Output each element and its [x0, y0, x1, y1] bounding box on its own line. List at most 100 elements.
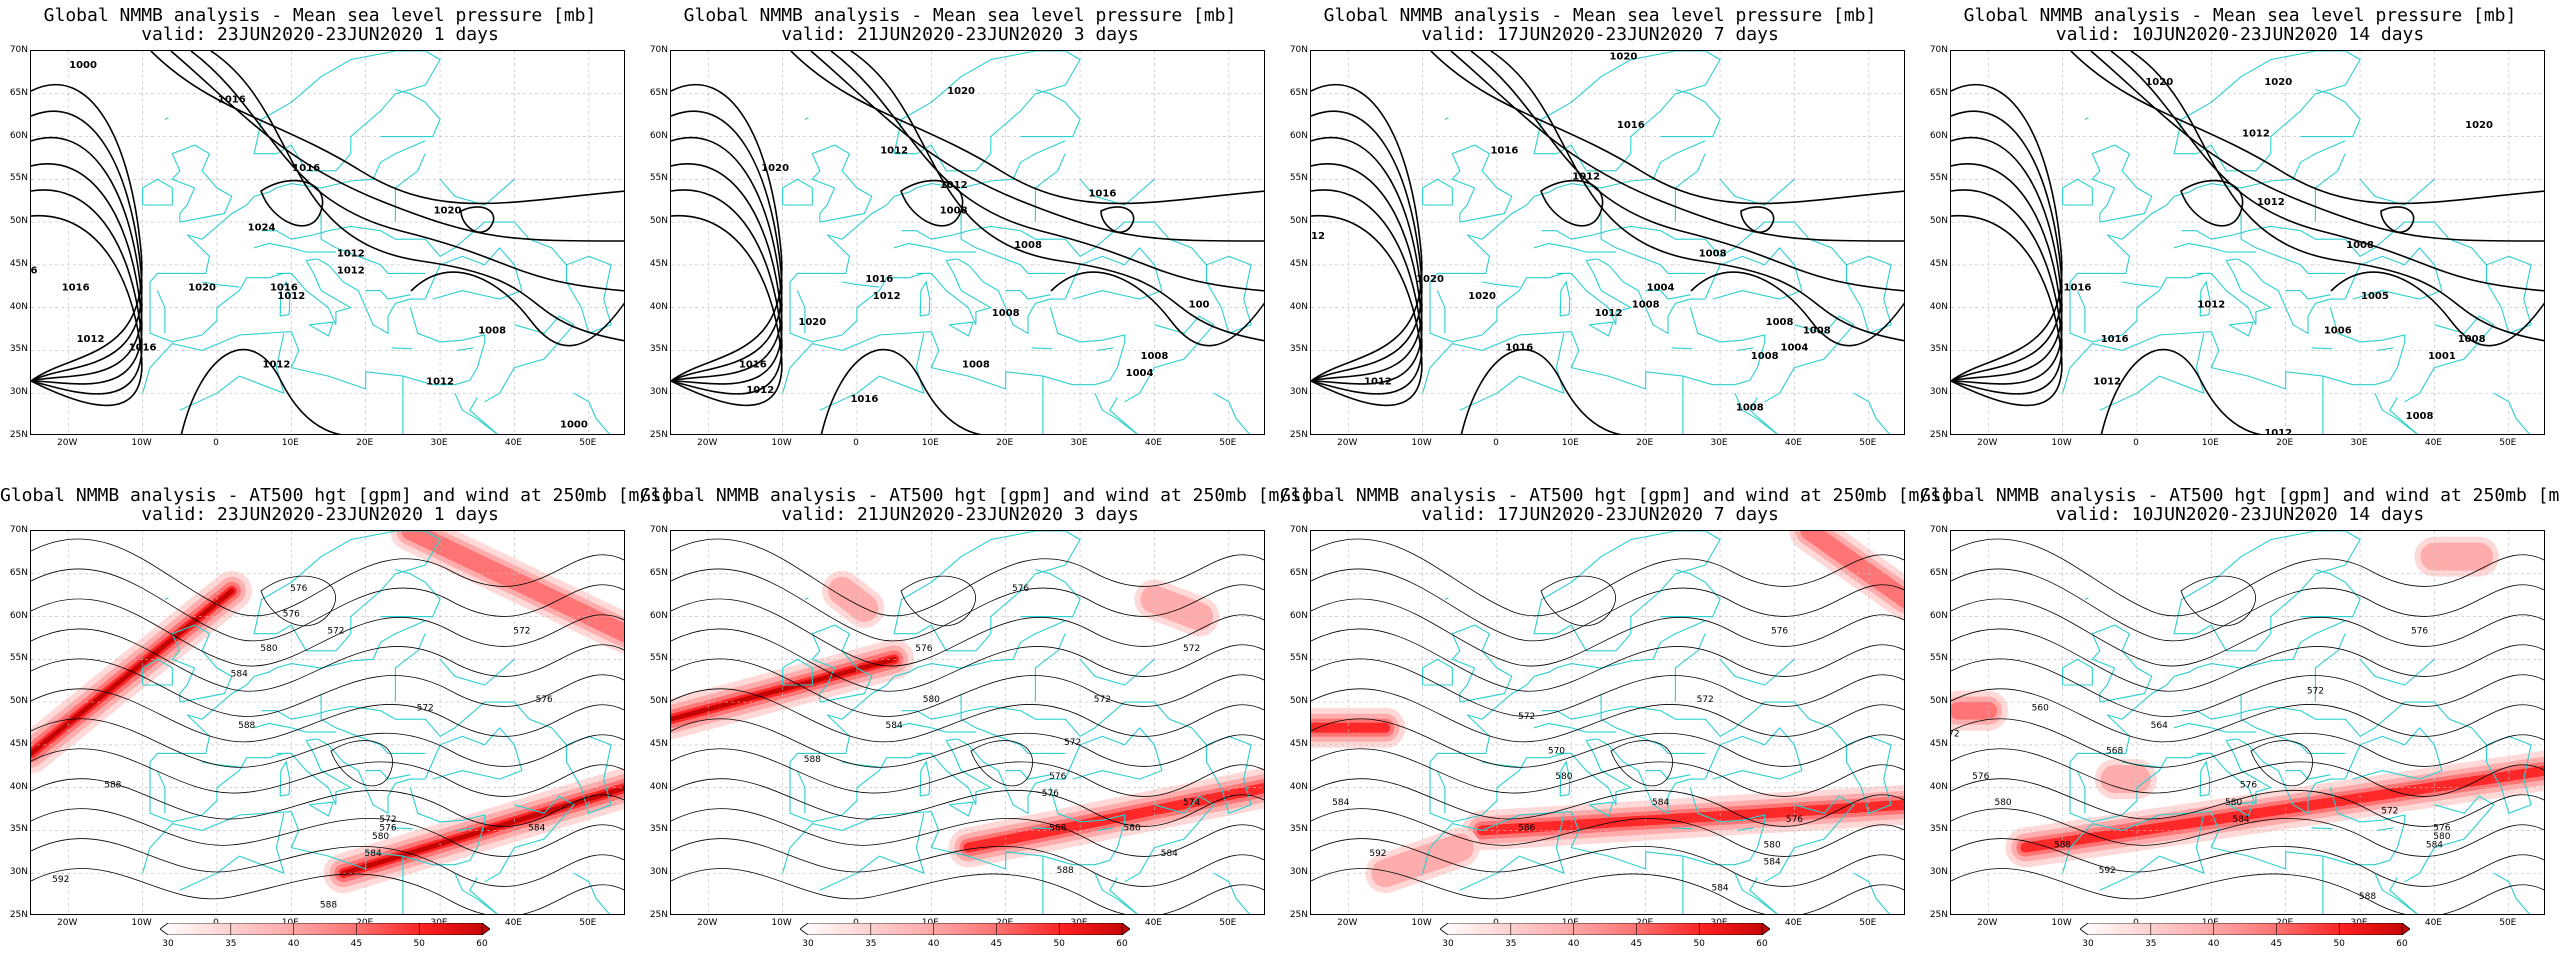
- coastline: [2285, 290, 2331, 300]
- map-plot: 1020101610161012101210201020100810041012…: [1311, 51, 1904, 434]
- panel-title: Global NMMB analysis - Mean sea level pr…: [640, 6, 1280, 44]
- coastline: [179, 375, 285, 411]
- map-area: 1000101610161016102410201016101210161020…: [30, 50, 625, 435]
- coastline: [1094, 392, 1139, 434]
- isobar: [31, 84, 143, 382]
- lon-tick-label: 20E: [996, 438, 1014, 448]
- height-contour: [31, 688, 624, 743]
- isobar: [671, 110, 783, 382]
- coastline: [1660, 568, 1721, 618]
- height-contour: [1311, 658, 1904, 717]
- contour-label: 580: [1764, 841, 1781, 851]
- contour-label: 572: [1183, 644, 1200, 654]
- contour-label: 576: [379, 823, 396, 833]
- contour-label: 580: [1555, 772, 1572, 782]
- panel-title: Global NMMB analysis - Mean sea level pr…: [1920, 6, 2560, 44]
- coastline: [253, 722, 336, 733]
- coastline: [1674, 633, 1706, 703]
- contour-label: 1012: [337, 248, 365, 259]
- lat-tick-label: 35N: [1929, 824, 1948, 835]
- lat-tick-label: 40N: [1289, 781, 1308, 792]
- coastline: [394, 633, 426, 703]
- lat-tick-label: 55N: [1929, 653, 1948, 664]
- contour-label: 588: [2054, 841, 2071, 851]
- jet-core-shading: [31, 588, 235, 756]
- isobar: [31, 136, 143, 382]
- contour-label: 1016: [865, 274, 893, 285]
- coastline: [317, 738, 426, 815]
- lat-tick-label: 65N: [649, 87, 668, 98]
- contour-label: 572: [1951, 729, 1960, 739]
- panel-title-line: Global NMMB analysis - Mean sea level pr…: [683, 5, 1237, 26]
- coastline: [317, 258, 426, 335]
- contour-label: 580: [260, 644, 277, 654]
- coastline: [819, 375, 925, 411]
- isobar: [1470, 51, 1904, 292]
- coastline: [796, 770, 806, 814]
- contour-label: 1008: [2406, 411, 2434, 422]
- lat-tick-label: 55N: [649, 173, 668, 184]
- lon-tick-label: 0: [853, 438, 859, 448]
- coastline: [424, 246, 523, 300]
- coastline: [1674, 153, 1706, 223]
- height-contour: [1951, 568, 2544, 642]
- height-contour: [1311, 778, 1904, 827]
- coastline: [279, 280, 291, 317]
- lon-tick-label: 20W: [1977, 918, 1998, 928]
- coastline: [1556, 258, 1633, 326]
- coastline: [164, 117, 169, 120]
- height-contour: [1951, 628, 2544, 692]
- coastline: [149, 714, 292, 823]
- coastline: [1444, 117, 1449, 120]
- mslp-panel: Global NMMB analysis - Mean sea level pr…: [1920, 0, 2560, 480]
- coastline: [957, 738, 1066, 815]
- map-plot: 576 572 570 580 584 572 584 586 576 580 584 592 584: [1311, 531, 1904, 914]
- colorbar: [2080, 923, 2410, 935]
- coastline: [1005, 770, 1051, 780]
- coastline: [276, 620, 426, 669]
- contour-label: 1012: [880, 146, 908, 157]
- coastline: [1481, 187, 1557, 240]
- colorbar-tick-label: 60: [476, 939, 488, 949]
- coastline: [253, 531, 441, 652]
- coastline: [1034, 633, 1066, 703]
- lat-tick-label: 60N: [1289, 130, 1308, 141]
- coastline: [1429, 714, 1572, 823]
- coastline: [841, 187, 917, 240]
- lat-tick-label: 45N: [1929, 258, 1948, 269]
- coastline: [2181, 701, 2487, 746]
- contour-label: 1012: [940, 180, 968, 191]
- coastline: [439, 658, 515, 686]
- contour-label: 1020: [2465, 120, 2493, 131]
- contour-label: 1008: [962, 360, 990, 371]
- coastline: [1459, 375, 1565, 411]
- coastline: [804, 597, 809, 600]
- coastline: [1737, 347, 1754, 351]
- panel-valid-line: valid: 21JUN2020-23JUN2020 3 days: [781, 504, 1139, 525]
- coastline: [1049, 307, 1126, 381]
- contour-label: 576: [1042, 789, 1059, 799]
- colorbar-tick-label: 45: [2270, 939, 2283, 949]
- isobar: [1430, 51, 1904, 205]
- coastline: [919, 760, 931, 797]
- coastline: [275, 813, 285, 874]
- contour-label: 1016: [292, 163, 320, 174]
- coastline: [2062, 658, 2093, 686]
- lon-tick-label: 40E: [1784, 918, 1802, 928]
- coastline: [2300, 568, 2361, 618]
- lat-tick-label: 30N: [649, 867, 668, 878]
- coastline: [916, 258, 993, 326]
- contour-label: 1008: [1014, 240, 1042, 251]
- contour-label: 588: [1049, 823, 1066, 833]
- contour-label: 588: [804, 755, 821, 765]
- contour-label: 1016: [129, 342, 157, 353]
- coastline: [1097, 827, 1114, 831]
- colorbar-tick-label: 30: [162, 939, 174, 949]
- contour-label: 572: [417, 704, 434, 714]
- lon-tick-label: 10E: [921, 438, 939, 448]
- contour-label: 1020: [798, 317, 826, 328]
- coastline: [2377, 347, 2394, 351]
- height-contour: [1951, 838, 2544, 887]
- contour-label: 584: [1332, 798, 1349, 808]
- lon-tick-label: 40E: [1144, 918, 1162, 928]
